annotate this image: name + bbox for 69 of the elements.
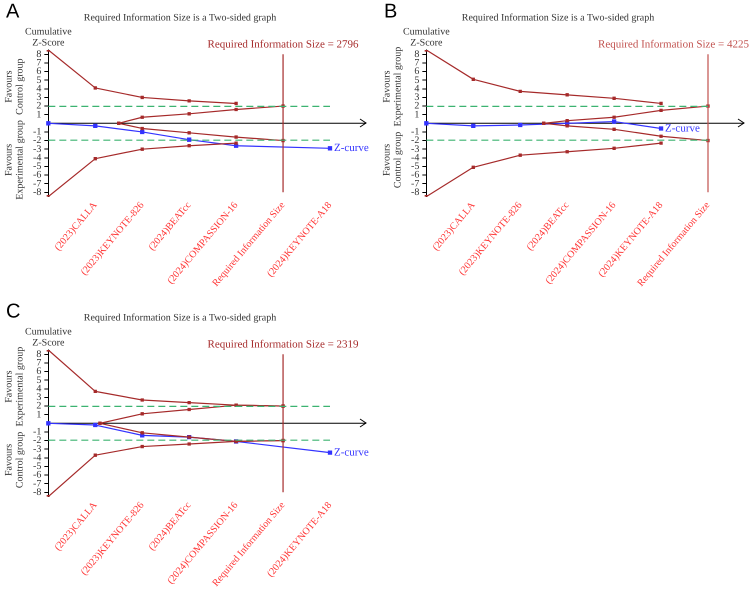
text: Favours Control group [4, 432, 26, 488]
y-tick-label: -3 [32, 144, 42, 155]
y-axis-title: Cumulative Z-Score [24, 26, 72, 49]
y-tick-label: 8 [36, 48, 42, 60]
y-tick-label: -2 [32, 435, 42, 446]
chart-title: Required Information Size is a Two-sided graph [84, 12, 276, 24]
y-tick-label: -1 [32, 426, 42, 438]
text: B [384, 0, 398, 23]
y-tick-label: 1 [36, 409, 42, 420]
ref-line-label: Required Information Size = 2796 [208, 38, 360, 51]
y-tick-label: 7 [36, 58, 42, 69]
y-tick-label: -1 [32, 126, 42, 138]
y-tick-label: -8 [32, 186, 42, 198]
text: Favours Experimental group [382, 46, 404, 126]
y-tick-label: 6 [36, 366, 42, 378]
y-tick-label: -5 [32, 461, 42, 472]
y-tick-label: -6 [410, 170, 420, 181]
y-tick-label: 3 [414, 92, 420, 104]
y-tick-label: 3 [36, 392, 42, 404]
y-tick-label: -7 [32, 478, 42, 490]
text: A [6, 0, 20, 23]
y-axis-title: Cumulative Z-Score [402, 26, 450, 49]
y-tick-label: 2 [36, 100, 42, 112]
y-tick-label: -2 [32, 135, 42, 146]
y-tick-label: -3 [32, 444, 42, 455]
series-label: Z-curve [334, 446, 369, 459]
text: Favours Experimental group [4, 120, 26, 200]
y-tick-label: 6 [414, 66, 420, 78]
y-tick-label: 1 [414, 109, 420, 120]
y-tick-label: -4 [32, 152, 42, 164]
y-tick-label: -7 [32, 178, 42, 190]
y-tick-label: 2 [414, 100, 420, 112]
y-tick-label: -8 [410, 186, 420, 198]
y-tick-label: -3 [410, 144, 420, 155]
y-tick-label: 4 [36, 383, 42, 394]
y-tick-label: 1 [36, 109, 42, 120]
y-tick-label: -8 [32, 486, 42, 498]
text: C [6, 300, 20, 323]
ref-line-label: Required Information Size = 2319 [208, 338, 360, 351]
ref-line-label: Required Information Size = 4225 [598, 38, 750, 51]
y-axis-title: Cumulative Z-Score [24, 326, 72, 349]
y-tick-label: 5 [414, 74, 420, 86]
y-tick-label: 2 [36, 400, 42, 412]
chart-title: Required Information Size is a Two-sided graph [84, 312, 276, 324]
y-tick-label: -5 [410, 161, 420, 172]
series-label: Z-curve [334, 142, 369, 154]
text: Favours Control group [4, 58, 26, 115]
y-tick-label: -5 [32, 161, 42, 172]
y-tick-label: 5 [36, 374, 42, 386]
text: Favours Control group [382, 132, 404, 188]
y-tick-label: 8 [36, 348, 42, 360]
y-tick-label: 6 [36, 66, 42, 78]
y-tick-label: -4 [410, 152, 420, 164]
y-tick-label: -1 [410, 126, 420, 138]
y-tick-label: -6 [32, 170, 42, 181]
y-tick-label: 4 [414, 83, 420, 94]
y-tick-label: 4 [36, 83, 42, 94]
series-label: Z-curve [665, 122, 700, 134]
y-tick-label: 3 [36, 92, 42, 104]
y-tick-label: -6 [32, 470, 42, 481]
y-tick-label: 7 [414, 58, 420, 69]
y-tick-label: -7 [410, 178, 420, 190]
y-tick-label: 7 [36, 358, 42, 369]
y-tick-label: 8 [414, 48, 420, 60]
text: Favours Experimental group [4, 346, 26, 426]
y-tick-label: -2 [410, 135, 420, 146]
y-tick-label: -4 [32, 452, 42, 464]
chart-title: Required Information Size is a Two-sided graph [462, 12, 654, 24]
y-tick-label: 5 [36, 74, 42, 86]
